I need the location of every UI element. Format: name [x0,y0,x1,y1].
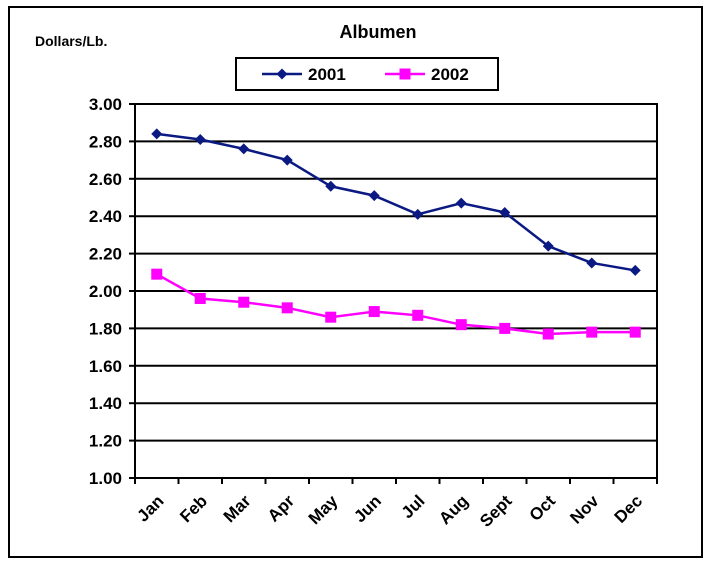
series-layer [151,128,641,340]
y-tick-label: 1.60 [89,357,122,376]
data-point-2001 [151,128,163,140]
x-tick-label: Oct [526,491,560,525]
x-tick-label: Nov [566,491,603,528]
legend-marker [399,68,411,80]
gridlines [135,103,657,479]
x-axis-ticks: Jan Feb Mar Apr May Jun Jul Aug Sept Oct Nov Dec [133,478,658,531]
legend-marker [276,68,288,80]
x-tick-label: Feb [176,491,211,526]
data-point-2002 [412,309,424,321]
x-tick-label: Dec [611,491,646,526]
data-point-2001 [238,143,250,155]
series-line-2002 [156,273,636,336]
x-tick-label: Sept [476,491,516,531]
x-tick-label: May [305,491,342,528]
y-tick-label: 1.20 [89,432,122,451]
legend-label: 2001 [308,65,346,84]
legend-label: 2002 [431,65,469,84]
y-tick-label: 2.80 [89,132,122,151]
data-point-2001 [194,134,206,146]
y-tick-label: 2.00 [89,282,122,301]
chart-title: Albumen [339,22,416,42]
x-tick-label: Jun [350,491,385,526]
x-tick-label: Aug [435,491,472,528]
data-point-2001 [499,206,511,218]
data-point-2001 [281,154,293,166]
y-tick-label: 1.00 [89,469,122,488]
data-point-2001 [586,257,598,269]
y-tick-label: 3.00 [89,95,122,114]
data-point-2002 [281,302,293,314]
data-point-2001 [412,208,424,220]
data-point-2002 [325,311,337,323]
data-point-2002 [455,319,467,331]
y-axis-label: Dollars/Lb. [35,33,107,49]
y-tick-label: 2.20 [89,245,122,264]
data-point-2002 [629,326,641,338]
data-point-2001 [325,180,337,192]
x-tick-label: Jul [398,491,429,522]
data-point-2002 [151,268,163,280]
data-point-2002 [542,328,554,340]
x-tick-label: Mar [220,491,255,526]
data-point-2001 [455,197,467,209]
y-tick-label: 1.80 [89,319,122,338]
x-tick-label: Apr [264,491,298,525]
data-point-2002 [194,292,206,304]
chart-frame [8,6,703,558]
legend: 2001 2002 [235,57,499,91]
data-point-2002 [499,322,511,334]
series-line-2001 [156,132,636,272]
data-point-2002 [368,306,380,318]
y-tick-label: 2.40 [89,207,122,226]
data-point-2001 [542,240,554,252]
x-tick-label: Jan [133,491,167,525]
y-tick-label: 2.60 [89,170,122,189]
data-point-2002 [586,326,598,338]
y-tick-label: 1.40 [89,394,122,413]
data-point-2001 [368,190,380,202]
data-point-2001 [629,264,641,276]
y-axis-ticks: 1.00 1.20 1.40 1.60 1.80 2.00 2.20 2.40 2.60 2.80… [89,95,135,488]
data-point-2002 [238,296,250,308]
